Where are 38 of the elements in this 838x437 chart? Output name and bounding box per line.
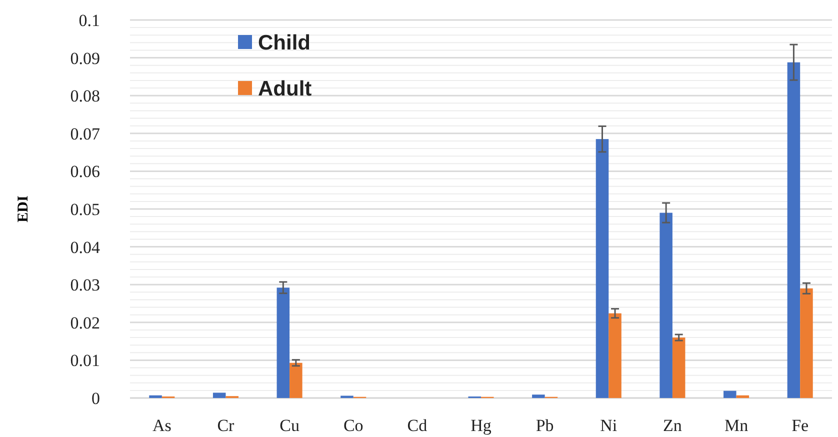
y-tick-label: 0.09 [70, 48, 100, 68]
bar [724, 390, 736, 398]
y-axis-title: EDI [15, 196, 32, 222]
x-tick-label: Pb [536, 416, 554, 435]
legend-label: Adult [258, 77, 312, 100]
bar [672, 338, 686, 398]
y-tick-label: 0.04 [70, 238, 100, 257]
bar [608, 313, 622, 398]
x-tick-label: Co [343, 416, 364, 435]
y-tick-label: 0.07 [70, 124, 100, 144]
bar [290, 362, 302, 398]
bar [596, 139, 609, 398]
y-tick-label: 0.01 [70, 351, 100, 370]
legend-label: Child [258, 31, 310, 54]
y-tick-label: 0 [92, 388, 100, 408]
bar [212, 392, 226, 398]
y-tick-label: 0.08 [70, 86, 100, 106]
y-tick-label: 0.03 [70, 276, 100, 295]
bar [276, 288, 290, 398]
bar [800, 288, 813, 398]
x-tick-label: Cr [217, 416, 235, 435]
x-tick-label: Cd [407, 416, 428, 435]
x-tick-label: Fe [792, 416, 809, 435]
bar [660, 212, 672, 398]
bar [736, 395, 750, 398]
bar [787, 62, 800, 398]
y-tick-label: 0.1 [78, 10, 100, 30]
x-tick-label: Cu [280, 416, 300, 435]
x-tick-label: Zn [663, 416, 682, 435]
x-tick-label: Ni [600, 416, 618, 435]
x-tick-label: As [152, 416, 172, 435]
y-tick-label: 0.02 [70, 313, 100, 332]
y-tick-label: 0.05 [70, 200, 100, 219]
bar [532, 394, 545, 398]
x-tick-label: Hg [470, 416, 492, 435]
bar [149, 395, 162, 398]
y-tick-label: 0.06 [70, 162, 100, 182]
x-tick-label: Mn [724, 416, 749, 435]
